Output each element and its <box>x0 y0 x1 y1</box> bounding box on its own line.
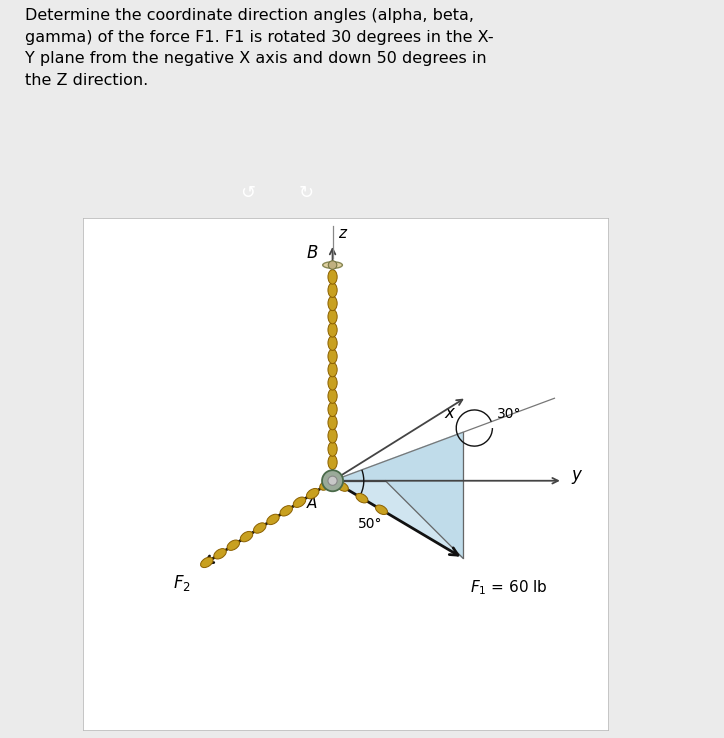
Text: Determine the coordinate direction angles (alpha, beta,
gamma) of the force F1. : Determine the coordinate direction angle… <box>25 8 494 88</box>
Text: 30°: 30° <box>497 407 522 421</box>
Ellipse shape <box>266 514 279 525</box>
Ellipse shape <box>328 455 337 469</box>
Ellipse shape <box>337 482 348 492</box>
Ellipse shape <box>328 296 337 311</box>
Text: $B$: $B$ <box>306 244 318 262</box>
Ellipse shape <box>356 494 368 503</box>
Ellipse shape <box>201 557 213 568</box>
Text: $x$: $x$ <box>444 404 457 421</box>
Text: ↻: ↻ <box>298 184 313 201</box>
Circle shape <box>328 261 337 269</box>
Ellipse shape <box>328 402 337 416</box>
Text: ↺: ↺ <box>240 184 256 201</box>
Ellipse shape <box>376 505 387 514</box>
Text: $A$: $A$ <box>306 495 318 511</box>
Ellipse shape <box>328 376 337 390</box>
Ellipse shape <box>328 429 337 443</box>
Text: 50°: 50° <box>358 517 382 531</box>
Ellipse shape <box>306 489 319 499</box>
Ellipse shape <box>328 309 337 324</box>
Ellipse shape <box>227 540 240 551</box>
Ellipse shape <box>328 323 337 337</box>
Ellipse shape <box>253 523 266 534</box>
Ellipse shape <box>328 389 337 404</box>
Ellipse shape <box>293 497 306 508</box>
Ellipse shape <box>328 269 337 284</box>
Ellipse shape <box>328 336 337 351</box>
Ellipse shape <box>328 362 337 377</box>
Ellipse shape <box>328 415 337 430</box>
Ellipse shape <box>240 531 253 542</box>
Ellipse shape <box>328 349 337 364</box>
Circle shape <box>322 470 343 492</box>
Circle shape <box>328 476 337 486</box>
Ellipse shape <box>320 480 332 490</box>
Text: $F_2$: $F_2$ <box>172 573 190 593</box>
Ellipse shape <box>214 548 227 559</box>
Polygon shape <box>332 432 463 558</box>
Ellipse shape <box>323 262 342 269</box>
Ellipse shape <box>280 506 292 516</box>
Text: $F_1$ = 60 lb: $F_1$ = 60 lb <box>470 578 547 596</box>
Text: $z$: $z$ <box>338 226 348 241</box>
Ellipse shape <box>328 283 337 297</box>
Text: $y$: $y$ <box>571 469 583 486</box>
Ellipse shape <box>328 442 337 456</box>
Polygon shape <box>332 432 463 558</box>
